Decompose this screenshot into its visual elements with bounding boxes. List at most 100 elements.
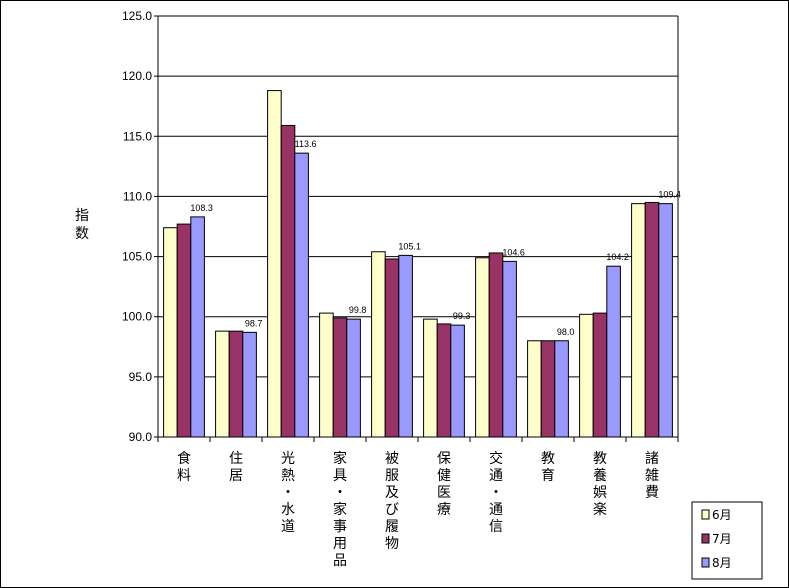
y-tick-label: 105.0 (122, 250, 152, 264)
x-tick-label-char: 諸 (645, 451, 659, 467)
x-tick-label-char: 光 (281, 451, 295, 467)
legend-label: 6月 (712, 508, 732, 522)
x-tick-label: 食料 (177, 450, 191, 484)
data-label: 98.7 (245, 318, 263, 328)
y-tick-label: 120.0 (122, 69, 152, 83)
x-tick-label-char: 楽 (593, 502, 607, 518)
x-tick-label-char: 家 (333, 501, 347, 518)
x-tick-label-char: ・ (281, 485, 295, 501)
bar (579, 313, 594, 438)
bar (190, 216, 205, 438)
x-tick-label-char: 及 (385, 485, 399, 501)
x-tick-label-char: 療 (437, 501, 451, 518)
x-tick-label-char: 事 (333, 519, 347, 535)
legend-label: 7月 (712, 532, 732, 546)
x-tick-label-char: 育 (541, 468, 555, 484)
y-tick-label: 115.0 (123, 129, 152, 143)
x-tick-label-char: 料 (177, 468, 191, 484)
bar (540, 340, 556, 438)
x-tick-label-char: 交 (489, 450, 503, 467)
data-label: 104.6 (502, 247, 525, 257)
data-label: 108.3 (190, 203, 213, 213)
bar (294, 152, 309, 438)
bar (475, 257, 490, 438)
x-tick-label-char: 娯 (593, 485, 607, 501)
data-label: 98.0 (557, 327, 575, 337)
x-tick-label-char: 家 (333, 450, 347, 467)
x-tick-label-char: 水 (281, 502, 295, 518)
data-label: 99.3 (453, 311, 471, 321)
legend-swatch (701, 557, 710, 568)
x-tick-label-char: 被 (385, 451, 399, 467)
x-tick-label-char: 道 (281, 519, 295, 535)
bar (554, 340, 569, 438)
x-tick-label: 諸雑費 (645, 451, 659, 501)
data-label: 105.1 (398, 241, 421, 251)
x-tick-label-char: 保 (437, 451, 451, 467)
bar (371, 251, 386, 438)
legend-swatch (701, 509, 710, 520)
data-label: 99.8 (349, 305, 367, 315)
x-tick-label-char: 費 (645, 485, 659, 501)
x-tick-label-char: 用 (333, 536, 347, 552)
x-tick-label-char: 居 (229, 468, 243, 484)
x-tick-label-char: び (385, 502, 399, 518)
x-tick-label: 住居 (229, 451, 243, 484)
x-tick-label-char: 住 (229, 451, 243, 467)
bar (215, 330, 230, 438)
x-tick-label-char: 通 (489, 502, 503, 518)
bar (502, 260, 517, 438)
bar (592, 312, 608, 438)
y-axis-label: 指 (75, 208, 89, 224)
x-tick-label-char: 医 (437, 485, 451, 501)
bar (346, 318, 361, 438)
bar (332, 317, 348, 438)
x-tick-label: 交通・通信 (489, 450, 503, 535)
bar (319, 312, 334, 438)
bar (423, 318, 438, 438)
bar (280, 124, 296, 438)
x-tick-label-char: 履 (385, 519, 399, 535)
x-tick-label-char: 品 (333, 553, 347, 569)
x-tick-label-char: 通 (489, 468, 503, 484)
y-axis-label: 数 (75, 226, 89, 242)
bar (450, 324, 465, 438)
y-tick-label: 90.0 (129, 430, 153, 444)
bar (488, 252, 504, 438)
x-tick-label-char: 信 (489, 519, 503, 535)
bar (644, 201, 660, 438)
bar (398, 254, 413, 438)
x-tick-label-char: 雑 (645, 468, 659, 484)
data-label: 109.4 (658, 190, 681, 200)
x-tick-label-char: 物 (385, 536, 399, 552)
y-tick-label: 100.0 (122, 310, 152, 324)
bar (436, 323, 452, 438)
bar (176, 223, 192, 438)
legend-swatch (701, 533, 710, 544)
bar (527, 340, 542, 438)
x-tick-label-char: 教 (593, 451, 607, 467)
x-tick-label-char: 健 (437, 468, 451, 484)
bar (606, 265, 621, 438)
y-tick-label: 110.0 (123, 189, 152, 203)
bar (631, 203, 646, 438)
x-tick-label-char: 養 (593, 467, 607, 484)
y-tick-label: 95.0 (129, 370, 153, 384)
bar (658, 203, 673, 438)
data-label: 113.6 (295, 139, 317, 149)
x-tick-label: 光熱・水道 (281, 451, 295, 535)
x-tick-label-char: 食 (177, 450, 191, 467)
data-label: 104.2 (606, 252, 629, 262)
bar (163, 227, 178, 438)
bar (228, 330, 244, 438)
x-tick-label-char: 服 (385, 468, 399, 484)
bar (242, 331, 257, 438)
x-tick-label-char: 熱 (281, 468, 295, 484)
legend-label: 8月 (712, 556, 732, 570)
